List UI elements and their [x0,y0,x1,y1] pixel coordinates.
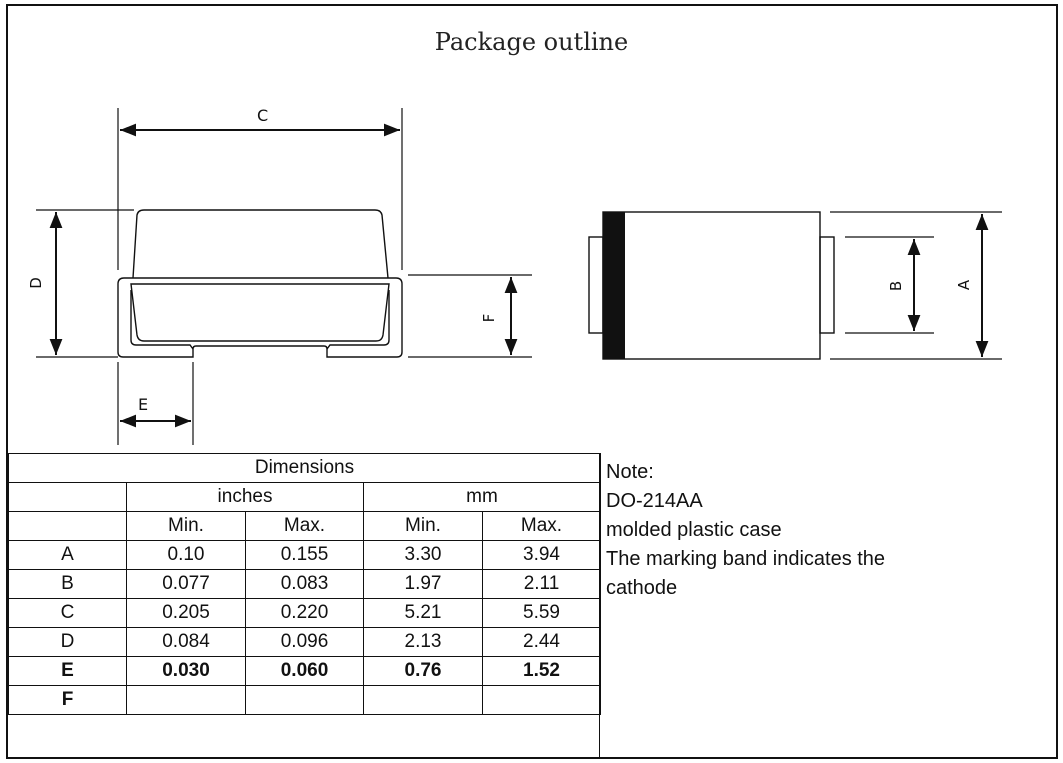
top-view-lead-right [819,236,835,334]
dimension-label-e: E [138,395,148,414]
drawing-title: Package outline [434,28,629,56]
notes-line: DO-214AA [606,490,703,512]
side-view-body [132,209,389,279]
top-view-body [602,211,821,360]
notes-line: molded plastic case [606,519,782,541]
cell-value [126,685,246,715]
dimension-a [830,211,1002,360]
dimension-c [117,108,403,270]
cell-value: 0.083 [245,569,364,599]
table-header-mm: mm [363,482,601,512]
dimension-label-a: A [955,279,973,290]
dimension-label-c: C [257,106,268,125]
table-subheader-empty [8,511,127,541]
side-view-lower-body [130,283,390,342]
side-view-lead-left [117,277,202,358]
dimension-label-b: B [887,281,905,291]
table-header-empty [8,482,127,512]
row-label: A [8,540,127,570]
cell-value: 0.220 [245,598,364,628]
cell-value: 0.030 [126,656,246,686]
package-outline-drawing: C D E F A B [27,106,1002,445]
table-subheader-min-mm: Min. [363,511,483,541]
side-view [117,209,403,358]
notes-panel: Note: DO-214AA molded plastic case The m… [599,454,1054,757]
dimension-label-d: D [27,277,45,289]
cell-value: 5.59 [482,598,601,628]
table-subheader-min-inches: Min. [126,511,246,541]
side-view-lead-right [318,277,403,358]
top-view-lead-left [588,236,604,334]
table-row: F [8,685,601,715]
dimensions-table: Dimensions inches mm Min. Max. Min. Max.… [8,453,601,715]
cell-value: 2.11 [482,569,601,599]
cell-value: 1.97 [363,569,483,599]
cell-value: 5.21 [363,598,483,628]
cell-value: 0.084 [126,627,246,657]
cell-value: 2.13 [363,627,483,657]
cell-value: 3.30 [363,540,483,570]
cell-value: 1.52 [482,656,601,686]
dimension-label-f: F [480,314,498,323]
cell-value: 0.077 [126,569,246,599]
table-row: D 0.084 0.096 2.13 2.44 [8,627,601,657]
cell-value: 0.060 [245,656,364,686]
row-label: B [8,569,127,599]
cell-value: 0.155 [245,540,364,570]
cell-value: 0.76 [363,656,483,686]
cell-value: 0.096 [245,627,364,657]
table-subheader-max-mm: Max. [482,511,601,541]
cell-value [482,685,601,715]
top-view [588,211,835,360]
cell-value: 2.44 [482,627,601,657]
dimension-d [36,209,134,358]
row-label: F [8,685,127,715]
cell-value [245,685,364,715]
cell-value: 3.94 [482,540,601,570]
dimension-e [117,362,194,445]
notes-line: The marking band indicates the [606,548,886,570]
notes-heading: Note: [606,461,654,483]
notes-line: cathode [606,577,678,599]
table-row: E 0.030 0.060 0.76 1.52 [8,656,601,686]
table-header-dimensions: Dimensions [8,453,601,483]
cathode-marking-band [603,212,625,359]
drawing-frame [6,4,1058,759]
row-label: D [8,627,127,657]
cell-value: 0.10 [126,540,246,570]
table-row: A 0.10 0.155 3.30 3.94 [8,540,601,570]
dimension-f [408,274,532,358]
row-label: C [8,598,127,628]
cell-value [363,685,483,715]
table-header-inches: inches [126,482,364,512]
cell-value: 0.205 [126,598,246,628]
row-label: E [8,656,127,686]
dimension-b [845,236,934,334]
table-row: C 0.205 0.220 5.21 5.59 [8,598,601,628]
table-subheader-max-inches: Max. [245,511,364,541]
table-row: B 0.077 0.083 1.97 2.11 [8,569,601,599]
